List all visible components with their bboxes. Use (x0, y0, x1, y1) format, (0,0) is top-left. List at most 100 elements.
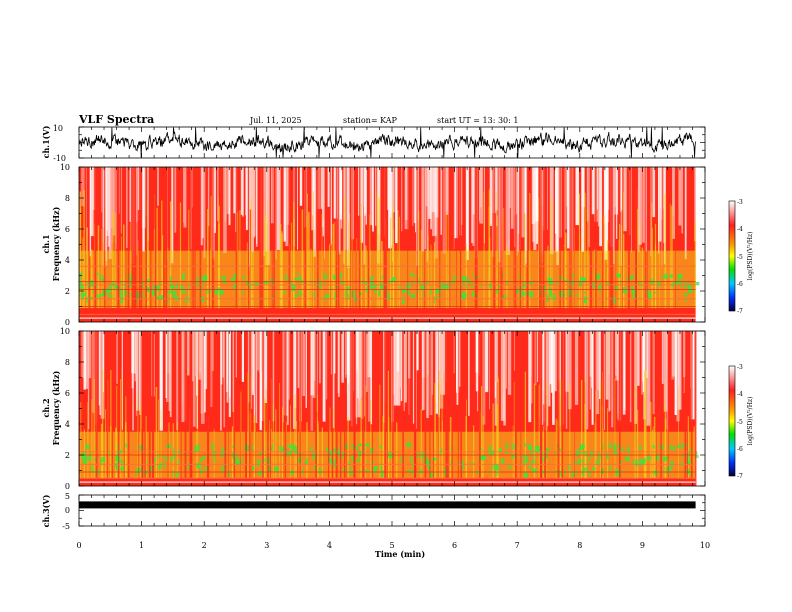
spec-red-streak (247, 167, 250, 322)
time-xtick-label: 6 (452, 541, 457, 550)
spec-streak (88, 331, 92, 379)
spec-streak (547, 331, 549, 427)
spec-streak (183, 167, 184, 223)
spec-green-patch (409, 273, 414, 277)
spec-yellow-spike (382, 415, 384, 479)
spec-green-patch (410, 459, 413, 466)
spec-yellow-spike (641, 247, 644, 308)
spec-yellow-spike (600, 381, 602, 479)
spec-streak (174, 167, 177, 233)
spec-green-patch (330, 460, 333, 466)
spec-green-patch (297, 458, 302, 463)
spec-green-patch (600, 282, 603, 289)
spec-green-patch (522, 460, 528, 466)
spec-yellow-spike (650, 401, 652, 479)
spec-streak (343, 167, 345, 264)
spec-yellow-spike (168, 422, 170, 479)
ch1-cb-tick-m6: -6 (737, 281, 743, 288)
spec-green-patch (579, 451, 585, 454)
spec-red-streak (235, 167, 238, 322)
spec-streak (549, 167, 554, 255)
spec-streak (620, 167, 622, 267)
spec-streak (591, 167, 595, 215)
spec-streak (347, 331, 349, 384)
spec-green-patch (465, 285, 468, 289)
spec-green-patch (489, 469, 491, 474)
spec-green-patch (287, 444, 292, 448)
ch2-cb-tick-m5: -5 (737, 419, 743, 426)
spec-green-patch (154, 285, 160, 291)
spec-green-patch (319, 284, 321, 289)
spec-yellow-spike (80, 207, 82, 308)
spec-yellow-spike (506, 243, 508, 308)
spec-green-patch (451, 279, 456, 283)
spec-yellow-spike (188, 209, 190, 309)
spec-green-patch (503, 460, 505, 466)
spec-yellow-spike (121, 236, 122, 309)
spec-yellow-spike (430, 244, 432, 308)
spec-streak (554, 331, 558, 392)
spec-red-streak (646, 167, 648, 322)
spec-green-patch (588, 470, 591, 477)
spec-red-streak (103, 167, 106, 322)
spec-yellow-spike (156, 207, 158, 308)
spec-green-patch (582, 464, 584, 471)
spec-green-patch (677, 274, 683, 280)
spec-green-patch (291, 284, 296, 292)
spec-green-patch (583, 296, 587, 304)
spec-streak (92, 167, 96, 210)
spec-yellow-spike (547, 245, 549, 308)
ch3-voltage-panel: 5 0 -5 ch.3(V) 0 1 2 3 4 5 6 7 8 9 10 Time (min) (41, 492, 710, 559)
spec-yellow-spike (482, 415, 484, 479)
spec-green-patch (305, 460, 308, 465)
spec-yellow-spike (267, 198, 269, 308)
ch1-cb-tick-m5: -5 (737, 254, 743, 261)
spec-yellow-spike (162, 235, 164, 308)
spec-green-patch (583, 450, 588, 457)
spec-yellow-spike (538, 384, 540, 479)
spec-streak (372, 167, 374, 232)
spec-streak (423, 331, 426, 410)
spec-green-patch (616, 273, 620, 277)
spec-green-patch (222, 278, 226, 282)
spec-green-patch (591, 467, 596, 470)
spec-yellow-spike (492, 403, 494, 479)
spec-streak (101, 167, 103, 213)
spec-green-patch (600, 294, 602, 299)
spec-green-patch (260, 469, 264, 477)
spec-yellow-spike (529, 192, 531, 308)
spec-streak (264, 167, 268, 252)
spec-green-patch (234, 273, 236, 280)
ch2-spectrogram-image (79, 331, 699, 486)
spec-green-patch (435, 288, 439, 294)
spec-yellow-spike (639, 221, 641, 309)
spec-streak (408, 331, 410, 415)
spec-streak (603, 331, 605, 430)
spec-green-patch (355, 459, 358, 463)
spec-green-patch (684, 292, 689, 296)
spec-green-patch (495, 471, 499, 476)
spec-red-streak (138, 167, 141, 322)
spec-yellow-spike (602, 429, 604, 479)
spec-green-patch (627, 449, 630, 456)
spec-green-patch (372, 460, 375, 464)
spec-green-patch (358, 443, 363, 446)
spec-streak (354, 331, 359, 418)
spec-red-streak (569, 167, 571, 322)
spec-streak (690, 331, 695, 420)
spec-streak (344, 331, 347, 378)
spec-red-streak (118, 167, 120, 322)
spec-red-streak (148, 331, 151, 486)
spec-streak (566, 167, 568, 207)
spec-green-patch (253, 280, 255, 285)
ch3-ytick-5: 5 (65, 492, 70, 501)
spec-green-patch (332, 459, 336, 466)
spec-red-streak (335, 167, 337, 322)
spec-streak (112, 167, 116, 236)
spec-streak (199, 331, 202, 373)
spec-red-streak (251, 331, 253, 486)
spec-streak (694, 167, 697, 242)
spec-streak (346, 167, 350, 268)
spec-green-patch (407, 443, 413, 447)
spec-green-patch (666, 455, 669, 460)
